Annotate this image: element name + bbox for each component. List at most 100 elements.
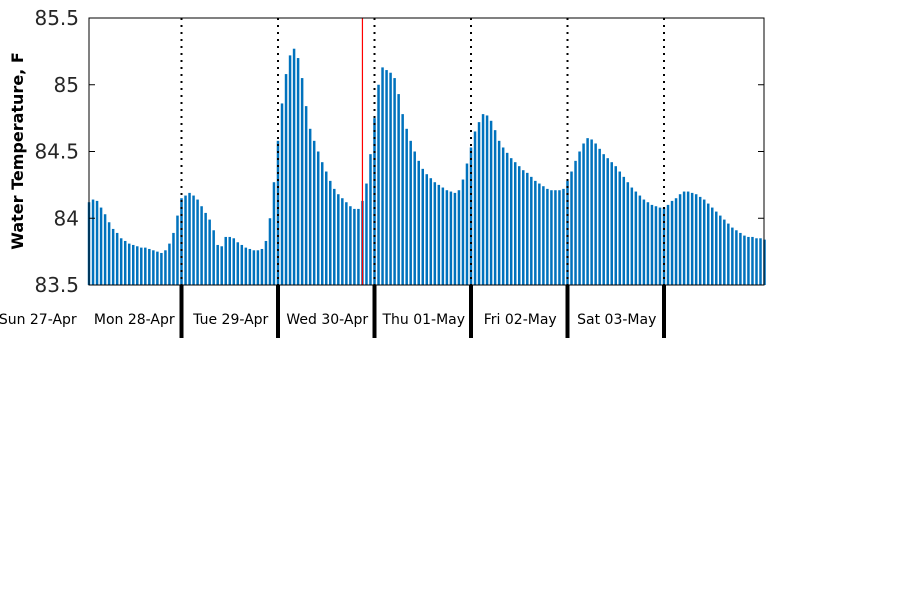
bar: [518, 166, 521, 285]
bar: [614, 166, 617, 285]
day-axis: Sun 27-Apr Mon 28-Apr Tue 29-Apr Wed 30-Apr…: [0, 285, 666, 338]
bar: [513, 162, 517, 285]
bar: [180, 198, 183, 285]
bar: [421, 168, 424, 285]
bar: [172, 232, 175, 285]
bar: [755, 238, 758, 285]
bar: [316, 151, 320, 285]
bar: [530, 176, 533, 285]
bar: [505, 152, 509, 285]
bar: [160, 252, 163, 285]
bar: [103, 214, 107, 285]
bar: [578, 151, 581, 285]
bar: [449, 191, 453, 285]
bar: [357, 208, 360, 285]
bar: [751, 236, 754, 285]
bar: [706, 203, 710, 285]
bar: [678, 194, 682, 285]
bar: [743, 235, 746, 285]
bar: [646, 202, 650, 285]
bar: [719, 215, 722, 285]
bar: [674, 198, 678, 285]
bar: [280, 103, 284, 285]
bar: [220, 246, 223, 285]
bar: [176, 215, 179, 285]
bar: [264, 240, 268, 285]
bar: [509, 158, 513, 285]
bar: [715, 211, 718, 285]
bar: [123, 240, 127, 285]
bar: [622, 176, 626, 285]
bar: [642, 199, 646, 285]
bar: [204, 212, 207, 285]
bar: [349, 206, 352, 285]
bar: [574, 160, 577, 285]
bar: [276, 140, 280, 285]
bar: [300, 78, 304, 285]
bar: [272, 182, 276, 285]
bar: [682, 191, 686, 285]
bar: [485, 115, 489, 286]
bar: [610, 162, 613, 285]
bar: [534, 180, 537, 285]
bar: [136, 246, 139, 285]
bar: [248, 248, 252, 285]
bar: [570, 171, 573, 285]
bar: [256, 250, 260, 285]
bar: [409, 140, 412, 285]
bar: [244, 247, 248, 285]
bar: [268, 218, 272, 285]
bar: [590, 139, 593, 285]
bar: [192, 195, 195, 285]
bar: [602, 154, 605, 285]
bar: [634, 191, 638, 285]
bar: [312, 140, 316, 285]
bar: [119, 238, 123, 285]
bar: [144, 247, 147, 285]
bar: [389, 72, 392, 285]
bar: [228, 236, 231, 285]
bar: [666, 204, 670, 285]
bar: [630, 187, 634, 285]
bar: [542, 186, 545, 285]
bar: [493, 130, 497, 285]
day-label: Wed 30-Apr: [286, 312, 368, 328]
bar: [526, 172, 529, 285]
bar: [489, 120, 493, 285]
bar: [437, 184, 441, 286]
bar: [562, 188, 565, 285]
bar: [747, 236, 750, 285]
bar: [164, 250, 167, 285]
bar: [723, 219, 726, 285]
bar: [353, 208, 356, 285]
bar: [417, 160, 420, 285]
bar: [662, 207, 666, 285]
bar: [686, 191, 690, 285]
bar: [337, 194, 340, 285]
bar: [441, 187, 445, 285]
bar: [320, 162, 324, 285]
bar: [377, 84, 380, 285]
day-label: Fri 02-May: [484, 312, 557, 328]
bar: [184, 195, 187, 285]
bar: [224, 236, 227, 285]
bar: [200, 206, 203, 285]
bar: [385, 70, 388, 285]
bar: [558, 190, 561, 285]
bar: [365, 183, 368, 285]
bar: [739, 232, 742, 285]
bar: [670, 200, 674, 285]
bar: [212, 230, 215, 285]
day-label: Mon 28-Apr: [94, 312, 175, 328]
bar: [735, 230, 738, 285]
bar: [127, 243, 131, 285]
bar: [759, 238, 762, 285]
bar: [95, 200, 99, 285]
bar: [538, 183, 541, 285]
bar: [586, 138, 589, 285]
bar: [325, 171, 328, 285]
bar: [698, 196, 702, 285]
bar: [292, 48, 296, 286]
bar: [429, 178, 433, 285]
bar: [445, 190, 449, 285]
